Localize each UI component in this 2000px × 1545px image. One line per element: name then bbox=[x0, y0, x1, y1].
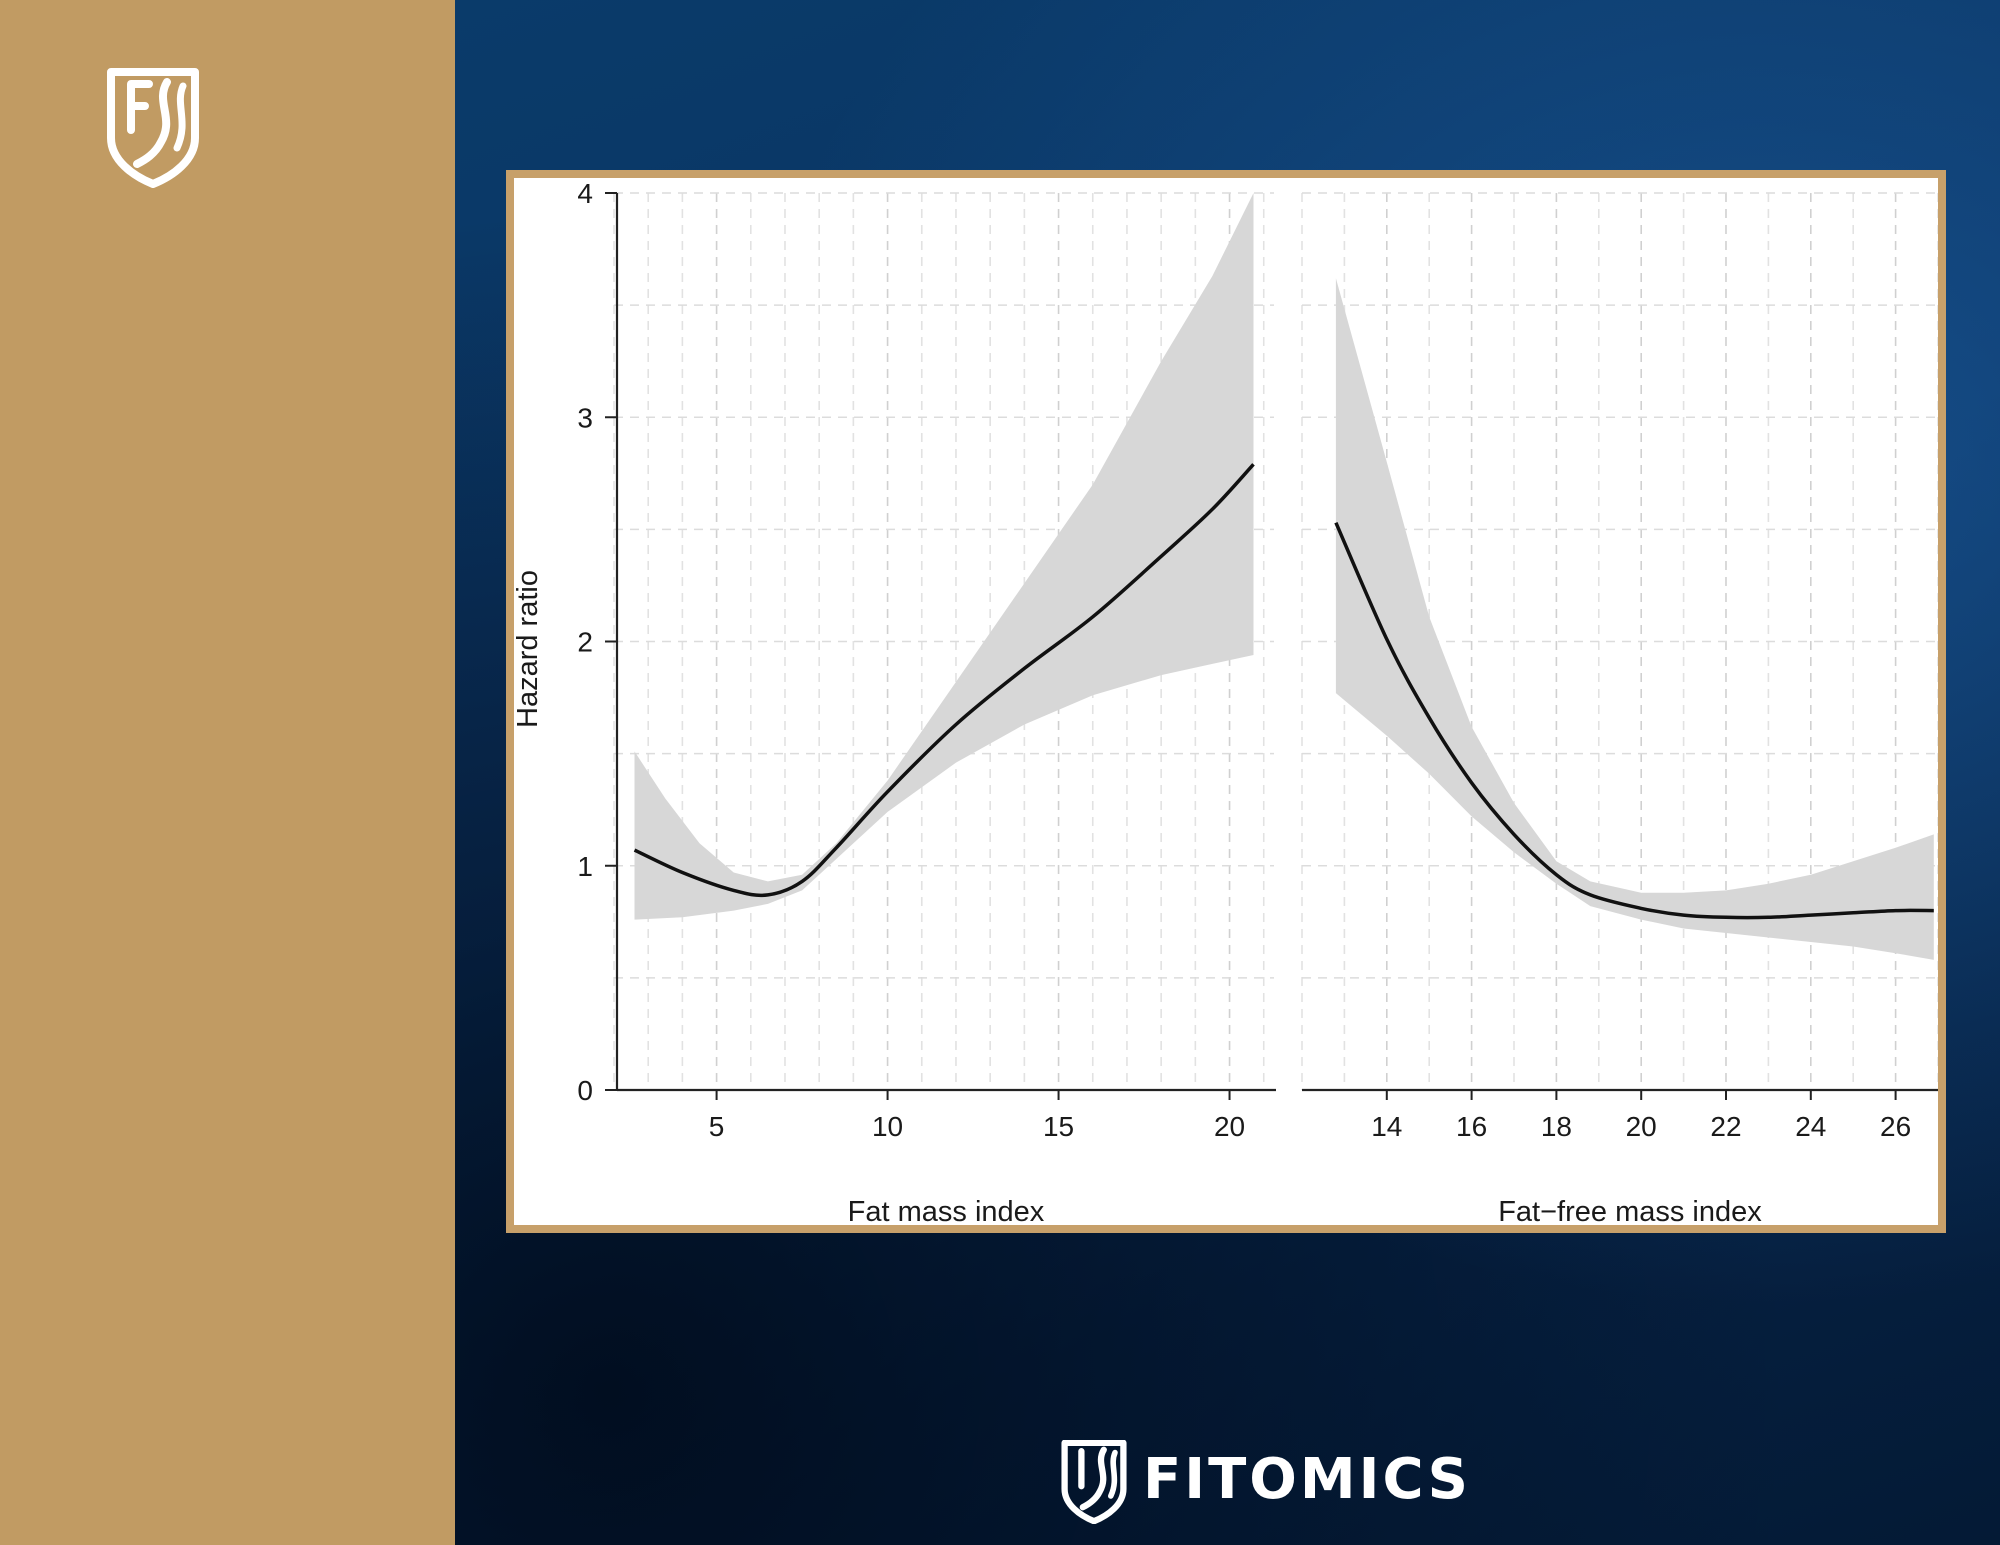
left-panel bbox=[0, 0, 455, 1545]
x-tick-label: 20 bbox=[1626, 1111, 1657, 1142]
axes bbox=[605, 192, 1938, 1100]
x-tick-label: 18 bbox=[1541, 1111, 1572, 1142]
x-tick-label: 10 bbox=[872, 1111, 903, 1142]
x-tick-label: 14 bbox=[1371, 1111, 1402, 1142]
hazard-ratio-line-right bbox=[1334, 521, 1934, 920]
x-tick-label: 24 bbox=[1795, 1111, 1826, 1142]
hazard-ratio-line-left bbox=[633, 463, 1255, 898]
x-tick-label: 26 bbox=[1880, 1111, 1911, 1142]
y-tick-label: 4 bbox=[577, 178, 593, 209]
estimate-lines bbox=[633, 463, 1934, 920]
x-tick-label: 22 bbox=[1710, 1111, 1741, 1142]
x-tick-label: 16 bbox=[1456, 1111, 1487, 1142]
x-axis-title-right: Fat−free mass index bbox=[1498, 1196, 1762, 1225]
x-tick-label: 20 bbox=[1214, 1111, 1245, 1142]
x-tick-label: 5 bbox=[709, 1111, 725, 1142]
y-tick-label: 0 bbox=[577, 1075, 593, 1106]
confidence-bands bbox=[634, 193, 1934, 960]
confidence-band-left bbox=[634, 193, 1254, 920]
y-axis-title: Hazard ratio bbox=[514, 570, 544, 728]
x-axis-title-left: Fat mass index bbox=[848, 1196, 1045, 1225]
y-tick-label: 1 bbox=[577, 851, 593, 882]
shield-brand-icon bbox=[1061, 1440, 1127, 1524]
shield-logo-icon bbox=[107, 68, 199, 188]
brand-name: FITOMICS bbox=[1143, 1447, 1471, 1512]
confidence-band-right bbox=[1335, 278, 1934, 960]
tick-labels: 5 10 15 20 0 1 2 3 4 14 16 18 20 22 24 26 bbox=[577, 178, 1911, 1142]
y-tick-label: 3 bbox=[577, 402, 593, 433]
y-tick-label: 2 bbox=[577, 627, 593, 658]
x-tick-label: 15 bbox=[1043, 1111, 1074, 1142]
